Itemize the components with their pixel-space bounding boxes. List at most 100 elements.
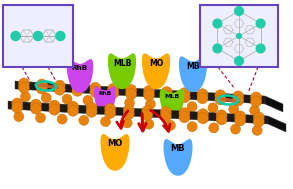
Circle shape bbox=[216, 110, 227, 121]
Circle shape bbox=[179, 88, 190, 99]
Polygon shape bbox=[94, 86, 116, 114]
Text: RhB: RhB bbox=[98, 91, 112, 96]
Circle shape bbox=[235, 111, 246, 122]
Circle shape bbox=[18, 78, 29, 89]
Circle shape bbox=[30, 99, 41, 110]
Circle shape bbox=[197, 109, 209, 120]
Polygon shape bbox=[179, 56, 207, 92]
Circle shape bbox=[179, 112, 190, 123]
Circle shape bbox=[212, 19, 222, 29]
Circle shape bbox=[126, 88, 137, 99]
Circle shape bbox=[197, 89, 208, 100]
Circle shape bbox=[90, 82, 101, 93]
Circle shape bbox=[187, 122, 197, 132]
Circle shape bbox=[144, 90, 154, 101]
Circle shape bbox=[209, 123, 219, 133]
Circle shape bbox=[49, 104, 60, 115]
Circle shape bbox=[161, 87, 172, 98]
Circle shape bbox=[67, 105, 79, 116]
Circle shape bbox=[234, 56, 244, 66]
Circle shape bbox=[41, 93, 51, 103]
Circle shape bbox=[86, 106, 97, 117]
Polygon shape bbox=[15, 81, 265, 104]
Circle shape bbox=[179, 92, 190, 103]
Circle shape bbox=[12, 98, 23, 109]
Circle shape bbox=[160, 107, 171, 118]
Circle shape bbox=[21, 92, 30, 102]
Circle shape bbox=[54, 84, 65, 95]
Circle shape bbox=[79, 115, 89, 125]
Circle shape bbox=[233, 91, 244, 102]
Circle shape bbox=[231, 124, 241, 134]
Circle shape bbox=[49, 100, 60, 111]
Polygon shape bbox=[160, 89, 184, 118]
Circle shape bbox=[229, 104, 239, 114]
Circle shape bbox=[216, 114, 227, 125]
Circle shape bbox=[62, 94, 72, 104]
Circle shape bbox=[104, 97, 114, 107]
Circle shape bbox=[35, 113, 45, 123]
Circle shape bbox=[235, 115, 246, 126]
Circle shape bbox=[123, 108, 134, 119]
Circle shape bbox=[208, 103, 218, 113]
Circle shape bbox=[187, 102, 197, 112]
Circle shape bbox=[36, 79, 47, 90]
Circle shape bbox=[144, 86, 154, 97]
Circle shape bbox=[10, 31, 21, 41]
Text: MLB: MLB bbox=[113, 59, 131, 67]
Circle shape bbox=[86, 102, 97, 113]
Circle shape bbox=[83, 95, 93, 105]
Circle shape bbox=[236, 33, 242, 39]
Bar bbox=[3, 5, 73, 67]
Polygon shape bbox=[108, 53, 136, 89]
Circle shape bbox=[252, 125, 262, 135]
Circle shape bbox=[100, 117, 110, 127]
Polygon shape bbox=[265, 96, 283, 112]
Circle shape bbox=[142, 110, 153, 121]
Circle shape bbox=[160, 111, 171, 122]
Circle shape bbox=[125, 98, 134, 108]
Polygon shape bbox=[100, 134, 130, 171]
Text: MO: MO bbox=[107, 139, 123, 149]
Polygon shape bbox=[67, 59, 93, 93]
Circle shape bbox=[126, 84, 137, 95]
Circle shape bbox=[142, 105, 153, 117]
Polygon shape bbox=[163, 139, 193, 176]
Circle shape bbox=[250, 105, 260, 115]
Circle shape bbox=[67, 101, 79, 112]
Circle shape bbox=[108, 83, 119, 94]
Circle shape bbox=[30, 103, 41, 114]
Circle shape bbox=[212, 43, 222, 53]
Circle shape bbox=[14, 112, 24, 122]
Circle shape bbox=[197, 93, 208, 104]
Circle shape bbox=[215, 90, 226, 101]
Circle shape bbox=[33, 31, 43, 41]
Circle shape bbox=[55, 31, 66, 41]
Circle shape bbox=[145, 99, 155, 109]
Circle shape bbox=[18, 82, 29, 93]
Circle shape bbox=[36, 83, 47, 94]
Text: MB: MB bbox=[186, 62, 200, 70]
Circle shape bbox=[253, 116, 264, 127]
Circle shape bbox=[166, 120, 176, 130]
Polygon shape bbox=[268, 116, 286, 132]
Circle shape bbox=[179, 108, 190, 119]
Bar bbox=[200, 5, 278, 67]
Circle shape bbox=[253, 112, 264, 123]
Circle shape bbox=[161, 91, 172, 102]
Text: MLB: MLB bbox=[164, 94, 180, 99]
Circle shape bbox=[197, 113, 209, 124]
Circle shape bbox=[123, 105, 134, 115]
Circle shape bbox=[105, 107, 116, 118]
Circle shape bbox=[105, 103, 116, 114]
Circle shape bbox=[54, 80, 65, 91]
Circle shape bbox=[72, 81, 83, 92]
Circle shape bbox=[255, 43, 266, 53]
Circle shape bbox=[166, 100, 176, 110]
Circle shape bbox=[215, 94, 226, 105]
Circle shape bbox=[251, 92, 262, 103]
Circle shape bbox=[251, 96, 262, 107]
Circle shape bbox=[233, 95, 244, 106]
Text: MB: MB bbox=[171, 144, 185, 153]
Circle shape bbox=[144, 119, 154, 129]
